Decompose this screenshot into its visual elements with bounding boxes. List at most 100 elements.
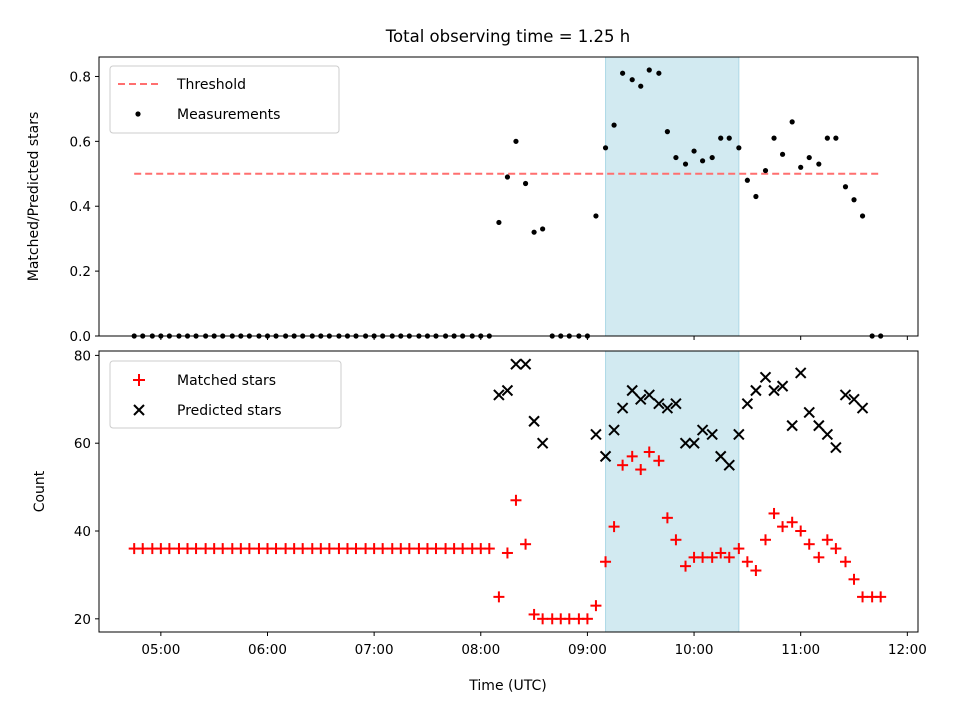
predicted-star-point <box>536 437 549 449</box>
x-tick-label: 05:00 <box>141 642 180 658</box>
matched-star-point <box>830 543 842 555</box>
matched-star-point <box>217 543 229 555</box>
x-tick-label: 12:00 <box>888 642 927 658</box>
y-tick-label: 60 <box>74 436 91 452</box>
matched-star-point <box>581 613 593 625</box>
matched-star-point <box>723 551 735 563</box>
matched-star-point <box>563 613 575 625</box>
x-tick-label: 08:00 <box>461 642 500 658</box>
predicted-star-point <box>733 428 745 441</box>
predicted-star-point <box>856 402 869 414</box>
predicted-star-point <box>608 424 620 436</box>
predicted-star-point <box>830 441 842 454</box>
predicted-star-point <box>643 389 655 401</box>
x-tick-label: 07:00 <box>355 642 394 658</box>
x-tick-label: 06:00 <box>248 642 287 658</box>
matched-star-point <box>270 543 282 555</box>
matched-star-point <box>501 547 513 559</box>
matched-star-point <box>795 525 807 537</box>
matched-star-point <box>777 521 789 533</box>
y-tick-label: 80 <box>74 348 91 364</box>
measurement-point <box>629 77 635 83</box>
measurement-point <box>620 70 626 76</box>
matched-star-point <box>617 459 629 471</box>
matched-star-point <box>786 516 798 528</box>
matched-star-point <box>661 512 673 524</box>
measurement-point <box>762 167 769 174</box>
measurement-point <box>771 135 777 141</box>
matched-star-point <box>839 556 851 568</box>
matched-star-point <box>857 591 869 603</box>
y-tick-label: 40 <box>74 524 91 540</box>
measurement-point <box>611 122 617 128</box>
matched-star-point <box>323 543 335 555</box>
measurement-point <box>806 154 812 161</box>
measurement-point <box>744 177 750 183</box>
predicted-star-point <box>599 450 612 463</box>
matched-star-point <box>377 543 389 555</box>
predicted-star-point <box>679 437 692 449</box>
bottom-panel: 20 40 60 80 05:00 06:00 07:00 08:00 09:00 10:00 11… <box>32 348 927 658</box>
predicted-stars-series <box>493 358 869 471</box>
measurement-point <box>522 180 529 187</box>
predicted-star-point <box>723 459 735 471</box>
predicted-star-point <box>528 415 540 427</box>
measurement-point <box>779 151 786 157</box>
measurement-point <box>726 135 732 141</box>
predicted-star-point <box>786 419 798 432</box>
measurement-point <box>540 226 546 232</box>
matched-star-point <box>733 543 745 555</box>
matched-star-point <box>768 507 780 519</box>
legend-predicted-label: Predicted stars <box>177 403 282 419</box>
matched-star-point <box>803 538 815 550</box>
measurement-point <box>513 138 519 144</box>
measurement-point <box>656 70 662 76</box>
top-panel-frame <box>98 56 919 337</box>
predicted-star-point <box>661 402 674 414</box>
measurement-point <box>531 229 537 235</box>
top-legend-box <box>109 65 340 134</box>
legend-predicted-swatch <box>133 404 145 416</box>
matched-star-point <box>741 556 753 568</box>
predicted-star-point <box>510 358 522 370</box>
matched-star-point <box>653 455 665 467</box>
matched-star-point <box>697 551 709 563</box>
measurement-point <box>842 184 849 190</box>
chart-title: Total observing time = 1.25 h <box>385 27 630 46</box>
measurement-point <box>798 164 804 170</box>
matched-star-point <box>350 543 362 555</box>
y-tick-label: 0.8 <box>70 69 91 85</box>
matched-star-point <box>626 450 638 462</box>
matched-star-point <box>537 613 549 625</box>
x-tick-label: 10:00 <box>675 642 714 658</box>
predicted-star-point <box>813 419 825 432</box>
measurement-point <box>789 119 795 125</box>
matched-star-point <box>457 543 469 555</box>
matched-star-point <box>600 556 612 568</box>
predicted-star-point <box>803 406 815 419</box>
predicted-star-point <box>776 380 789 392</box>
measurement-point <box>851 197 857 203</box>
predicted-star-point <box>741 397 754 410</box>
matched-star-point <box>875 591 887 603</box>
top-y-axis-label: Matched/Predicted stars <box>26 112 42 282</box>
measurement-point <box>691 148 697 154</box>
matched-star-point <box>821 534 833 546</box>
predicted-star-point <box>715 450 727 463</box>
measurement-point <box>824 135 830 141</box>
measurement-point <box>496 219 502 226</box>
matched-star-point <box>163 543 175 555</box>
measurement-point <box>699 158 706 164</box>
legend-matched-label: Matched stars <box>177 373 276 389</box>
measurement-point <box>816 161 822 167</box>
predicted-star-point <box>750 384 762 397</box>
x-tick-label: 09:00 <box>568 642 607 658</box>
predicted-star-point <box>616 402 629 414</box>
predicted-star-point <box>519 358 532 370</box>
matched-star-point <box>243 543 255 555</box>
matched-star-point <box>680 560 692 572</box>
legend-measurements-label: Measurements <box>177 107 280 123</box>
matched-star-point <box>483 543 495 555</box>
top-panel: 0.00.20.40.60.8 Matched/Predicted stars … <box>26 56 919 345</box>
